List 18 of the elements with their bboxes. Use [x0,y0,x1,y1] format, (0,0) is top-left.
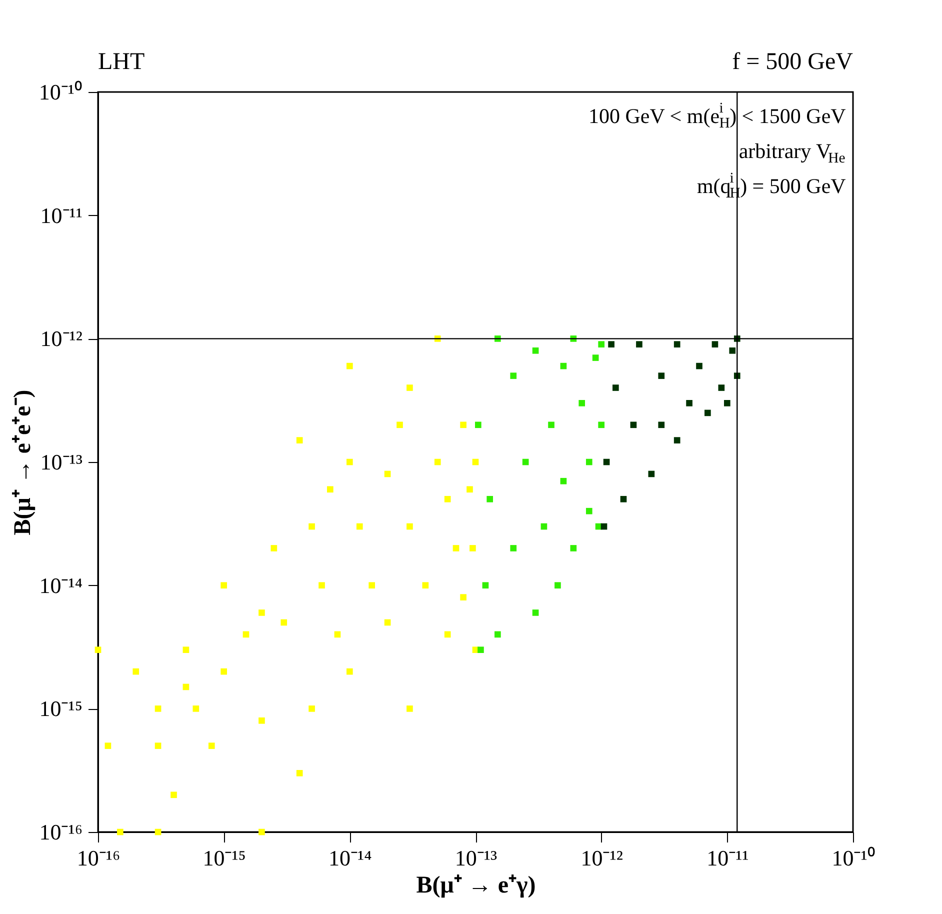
y-tick-label: 10⁻¹⁵ [39,696,82,722]
y-tick-label: 10⁻¹⁴ [39,572,83,598]
x-tick-label: 10⁻¹⁴ [328,846,372,870]
x-tick-label: 10⁻¹³ [454,846,498,870]
text: f = 500 GeV [732,49,854,75]
y-tick-label: 10⁻¹¹ [40,202,82,228]
x-tick-label: 10⁻¹⁰ [832,846,876,870]
x-axis-title: B(μ⁺ → e⁺γ) [416,872,536,898]
x-tick-label: 10⁻¹⁶ [76,846,120,870]
y-tick-label: 10⁻¹⁰ [38,80,82,104]
x-tick-label: 10⁻¹¹ [706,846,749,870]
y-tick-label: 10⁻¹³ [40,450,83,474]
y-axis-title: B(μ⁺ → e⁺e⁺e⁻) [10,390,36,536]
x-tick-label: 10⁻¹² [580,846,624,870]
y-tick-label: 10⁻¹² [40,326,83,352]
text: LHT [98,49,145,75]
x-tick-label: 10⁻¹⁵ [202,846,246,870]
y-tick-label: 10⁻¹⁶ [39,820,82,844]
